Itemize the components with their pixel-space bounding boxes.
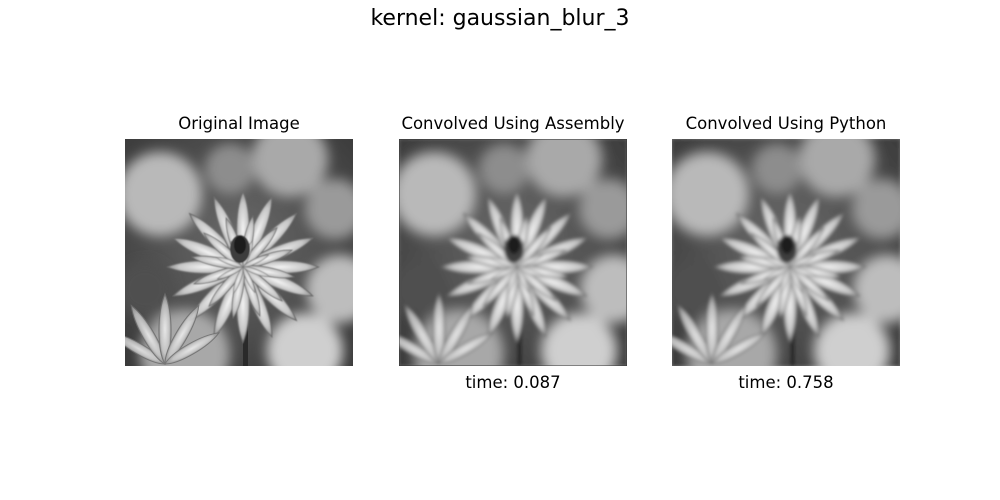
assembly-convolved-image xyxy=(399,139,627,366)
panel-title-assembly: Convolved Using Assembly xyxy=(401,114,625,133)
python-convolved-image xyxy=(672,139,900,366)
panel-assembly: Convolved Using Assembly time: 0.087 xyxy=(399,113,627,394)
panel-python: Convolved Using Python time: 0.758 xyxy=(672,113,900,394)
panel-original: Original Image xyxy=(125,113,353,366)
original-image xyxy=(125,139,353,366)
assembly-time-caption: time: 0.087 xyxy=(465,373,561,392)
panel-title-python: Convolved Using Python xyxy=(685,114,887,133)
panel-title-original: Original Image xyxy=(178,114,300,133)
figure-title: kernel: gaussian_blur_3 xyxy=(370,6,630,31)
python-time-caption: time: 0.758 xyxy=(738,373,834,392)
